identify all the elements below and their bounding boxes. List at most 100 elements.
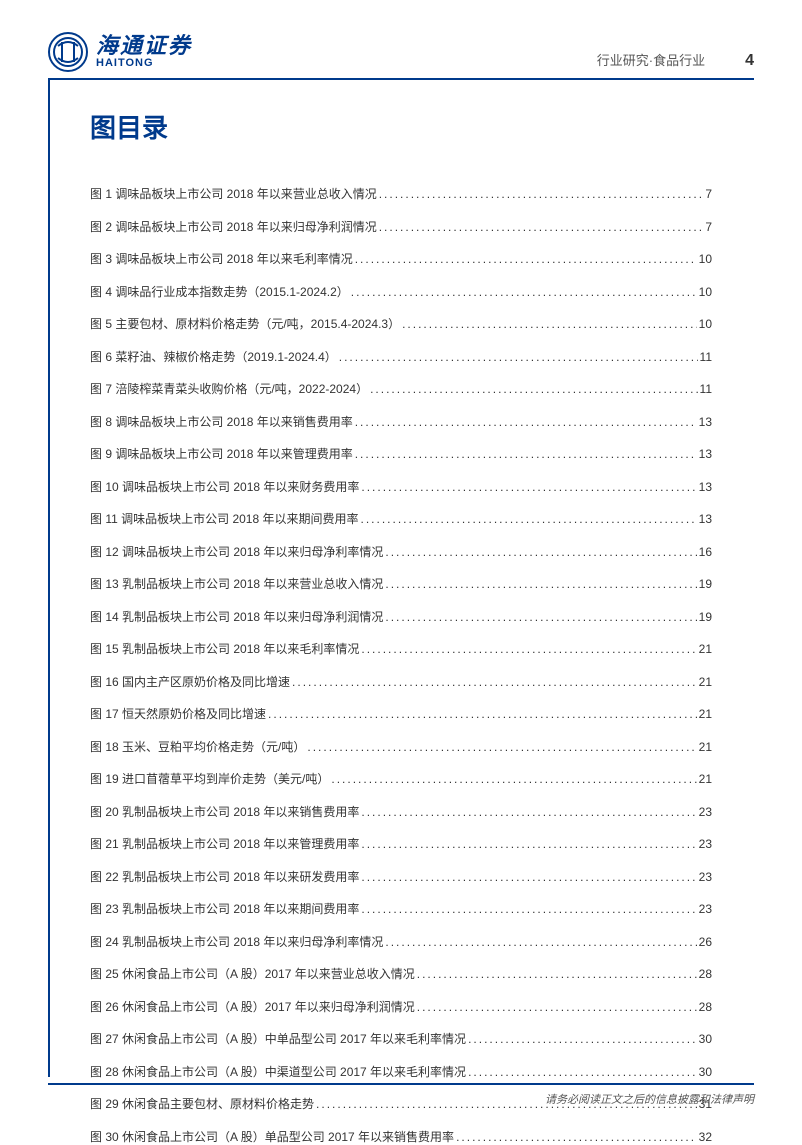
toc-leader-dots <box>385 545 696 559</box>
page-header: 海通证券 HAITONG 行业研究·食品行业 4 <box>48 32 754 80</box>
toc-entry: 图 18 玉米、豆粕平均价格走势（元/吨）21 <box>90 738 712 755</box>
toc-entry-page: 21 <box>699 772 712 786</box>
toc-entry-page: 23 <box>699 805 712 819</box>
toc-leader-dots <box>361 902 696 916</box>
toc-entry-page: 23 <box>699 870 712 884</box>
toc-entry-page: 21 <box>699 675 712 689</box>
toc-title: 图目录 <box>90 108 754 145</box>
toc-entry-label: 图 15 乳制品板块上市公司 2018 年以来毛利率情况 <box>90 640 359 657</box>
toc-entry: 图 1 调味品板块上市公司 2018 年以来营业总收入情况 7 <box>90 185 712 202</box>
toc-entry-page: 7 <box>705 220 712 234</box>
toc-entry: 图 16 国内主产区原奶价格及同比增速21 <box>90 673 712 690</box>
toc-entry-page: 19 <box>699 610 712 624</box>
page-container: 海通证券 HAITONG 行业研究·食品行业 4 图目录 图 1 调味品板块上市… <box>0 0 802 1133</box>
toc-leader-dots <box>456 1130 697 1144</box>
toc-leader-dots <box>268 707 697 721</box>
toc-entry: 图 2 调味品板块上市公司 2018 年以来归母净利润情况 7 <box>90 218 712 235</box>
toc-entry-page: 21 <box>699 740 712 754</box>
toc-entry-page: 11 <box>700 382 712 396</box>
toc-entry-label: 图 2 调味品板块上市公司 2018 年以来归母净利润情况 <box>90 218 377 235</box>
toc-entry-label: 图 1 调味品板块上市公司 2018 年以来营业总收入情况 <box>90 185 377 202</box>
toc-leader-dots <box>379 220 704 234</box>
page-footer: 请务必阅读正文之后的信息披露和法律声明 <box>48 1083 754 1107</box>
header-category: 行业研究·食品行业 <box>597 50 705 69</box>
logo-text: 海通证券 HAITONG <box>96 35 192 69</box>
toc-entry-page: 10 <box>699 252 712 266</box>
toc-entry: 图 17 恒天然原奶价格及同比增速21 <box>90 705 712 722</box>
toc-entry: 图 27 休闲食品上市公司（A 股）中单品型公司 2017 年以来毛利率情况 30 <box>90 1030 712 1047</box>
toc-leader-dots <box>331 772 696 786</box>
logo-english: HAITONG <box>96 57 192 69</box>
toc-entry-label: 图 3 调味品板块上市公司 2018 年以来毛利率情况 <box>90 250 353 267</box>
toc-entry: 图 25 休闲食品上市公司（A 股）2017 年以来营业总收入情况 28 <box>90 965 712 982</box>
toc-leader-dots <box>402 317 697 331</box>
toc-entry-page: 13 <box>699 447 712 461</box>
toc-leader-dots <box>361 512 697 526</box>
toc-entry-label: 图 19 进口苜蓿草平均到岸价走势（美元/吨） <box>90 770 329 787</box>
toc-entry-label: 图 8 调味品板块上市公司 2018 年以来销售费用率 <box>90 413 353 430</box>
toc-entry: 图 9 调味品板块上市公司 2018 年以来管理费用率13 <box>90 445 712 462</box>
toc-entry-label: 图 10 调味品板块上市公司 2018 年以来财务费用率 <box>90 478 359 495</box>
toc-leader-dots <box>292 675 697 689</box>
toc-entry: 图 3 调味品板块上市公司 2018 年以来毛利率情况 10 <box>90 250 712 267</box>
toc-entry-page: 13 <box>699 415 712 429</box>
toc-entry-page: 10 <box>699 317 712 331</box>
toc-leader-dots <box>307 740 696 754</box>
footer-disclaimer: 请务必阅读正文之后的信息披露和法律声明 <box>545 1094 754 1106</box>
haitong-logo-icon <box>48 32 88 72</box>
toc-entry-label: 图 26 休闲食品上市公司（A 股）2017 年以来归母净利润情况 <box>90 998 415 1015</box>
toc-entry: 图 13 乳制品板块上市公司 2018 年以来营业总收入情况19 <box>90 575 712 592</box>
toc-entry-label: 图 7 涪陵榨菜青菜头收购价格（元/吨，2022-2024） <box>90 380 368 397</box>
toc-entry-label: 图 23 乳制品板块上市公司 2018 年以来期间费用率 <box>90 900 359 917</box>
toc-entry: 图 8 调味品板块上市公司 2018 年以来销售费用率 13 <box>90 413 712 430</box>
toc-entry-page: 7 <box>705 187 712 201</box>
toc-entry-label: 图 27 休闲食品上市公司（A 股）中单品型公司 2017 年以来毛利率情况 <box>90 1030 466 1047</box>
toc-entry-page: 28 <box>699 967 712 981</box>
toc-entry-page: 11 <box>700 350 712 364</box>
toc-leader-dots <box>379 187 704 201</box>
toc-leader-dots <box>339 350 698 364</box>
toc-entry-label: 图 6 菜籽油、辣椒价格走势（2019.1-2024.4） <box>90 348 337 365</box>
toc-leader-dots <box>385 610 696 624</box>
toc-entry: 图 21 乳制品板块上市公司 2018 年以来管理费用率 23 <box>90 835 712 852</box>
toc-entry-label: 图 25 休闲食品上市公司（A 股）2017 年以来营业总收入情况 <box>90 965 415 982</box>
toc-entry-label: 图 12 调味品板块上市公司 2018 年以来归母净利率情况 <box>90 543 383 560</box>
toc-entry-page: 23 <box>699 837 712 851</box>
toc-entry-page: 30 <box>699 1032 712 1046</box>
header-right: 行业研究·食品行业 4 <box>597 32 754 70</box>
toc-entry: 图 15 乳制品板块上市公司 2018 年以来毛利率情况21 <box>90 640 712 657</box>
toc-entry: 图 10 调味品板块上市公司 2018 年以来财务费用率 13 <box>90 478 712 495</box>
toc-entry-label: 图 21 乳制品板块上市公司 2018 年以来管理费用率 <box>90 835 359 852</box>
toc-entry-label: 图 4 调味品行业成本指数走势（2015.1-2024.2） <box>90 283 349 300</box>
toc-entry-page: 32 <box>699 1130 712 1144</box>
toc-leader-dots <box>361 642 696 656</box>
toc-leader-dots <box>417 1000 697 1014</box>
toc-entry-page: 16 <box>699 545 712 559</box>
toc-entry: 图 5 主要包材、原材料价格走势（元/吨，2015.4-2024.3）10 <box>90 315 712 332</box>
toc-entry-label: 图 17 恒天然原奶价格及同比增速 <box>90 705 266 722</box>
toc-entry-label: 图 22 乳制品板块上市公司 2018 年以来研发费用率 <box>90 868 359 885</box>
page-number: 4 <box>745 52 754 70</box>
toc-entry-page: 28 <box>699 1000 712 1014</box>
toc-entry-page: 13 <box>699 480 712 494</box>
toc-entry: 图 22 乳制品板块上市公司 2018 年以来研发费用率 23 <box>90 868 712 885</box>
toc-entry: 图 14 乳制品板块上市公司 2018 年以来归母净利润情况19 <box>90 608 712 625</box>
toc-entry-label: 图 30 休闲食品上市公司（A 股）单品型公司 2017 年以来销售费用率 <box>90 1128 454 1145</box>
toc-leader-dots <box>417 967 697 981</box>
toc-leader-dots <box>355 252 697 266</box>
toc-entry: 图 20 乳制品板块上市公司 2018 年以来销售费用率 23 <box>90 803 712 820</box>
toc-leader-dots <box>361 480 696 494</box>
toc-leader-dots <box>370 382 697 396</box>
toc-entry-page: 10 <box>699 285 712 299</box>
toc-entry-page: 30 <box>699 1065 712 1079</box>
toc-entry: 图 23 乳制品板块上市公司 2018 年以来期间费用率 23 <box>90 900 712 917</box>
toc-entry-page: 13 <box>699 512 712 526</box>
toc-entry-label: 图 13 乳制品板块上市公司 2018 年以来营业总收入情况 <box>90 575 383 592</box>
toc-leader-dots <box>361 837 696 851</box>
toc-entry: 图 7 涪陵榨菜青菜头收购价格（元/吨，2022-2024） 11 <box>90 380 712 397</box>
toc-entry-label: 图 20 乳制品板块上市公司 2018 年以来销售费用率 <box>90 803 359 820</box>
toc-entry-page: 23 <box>699 902 712 916</box>
toc-entry: 图 4 调味品行业成本指数走势（2015.1-2024.2） 10 <box>90 283 712 300</box>
toc-leader-dots <box>468 1032 697 1046</box>
logo-block: 海通证券 HAITONG <box>48 32 192 72</box>
